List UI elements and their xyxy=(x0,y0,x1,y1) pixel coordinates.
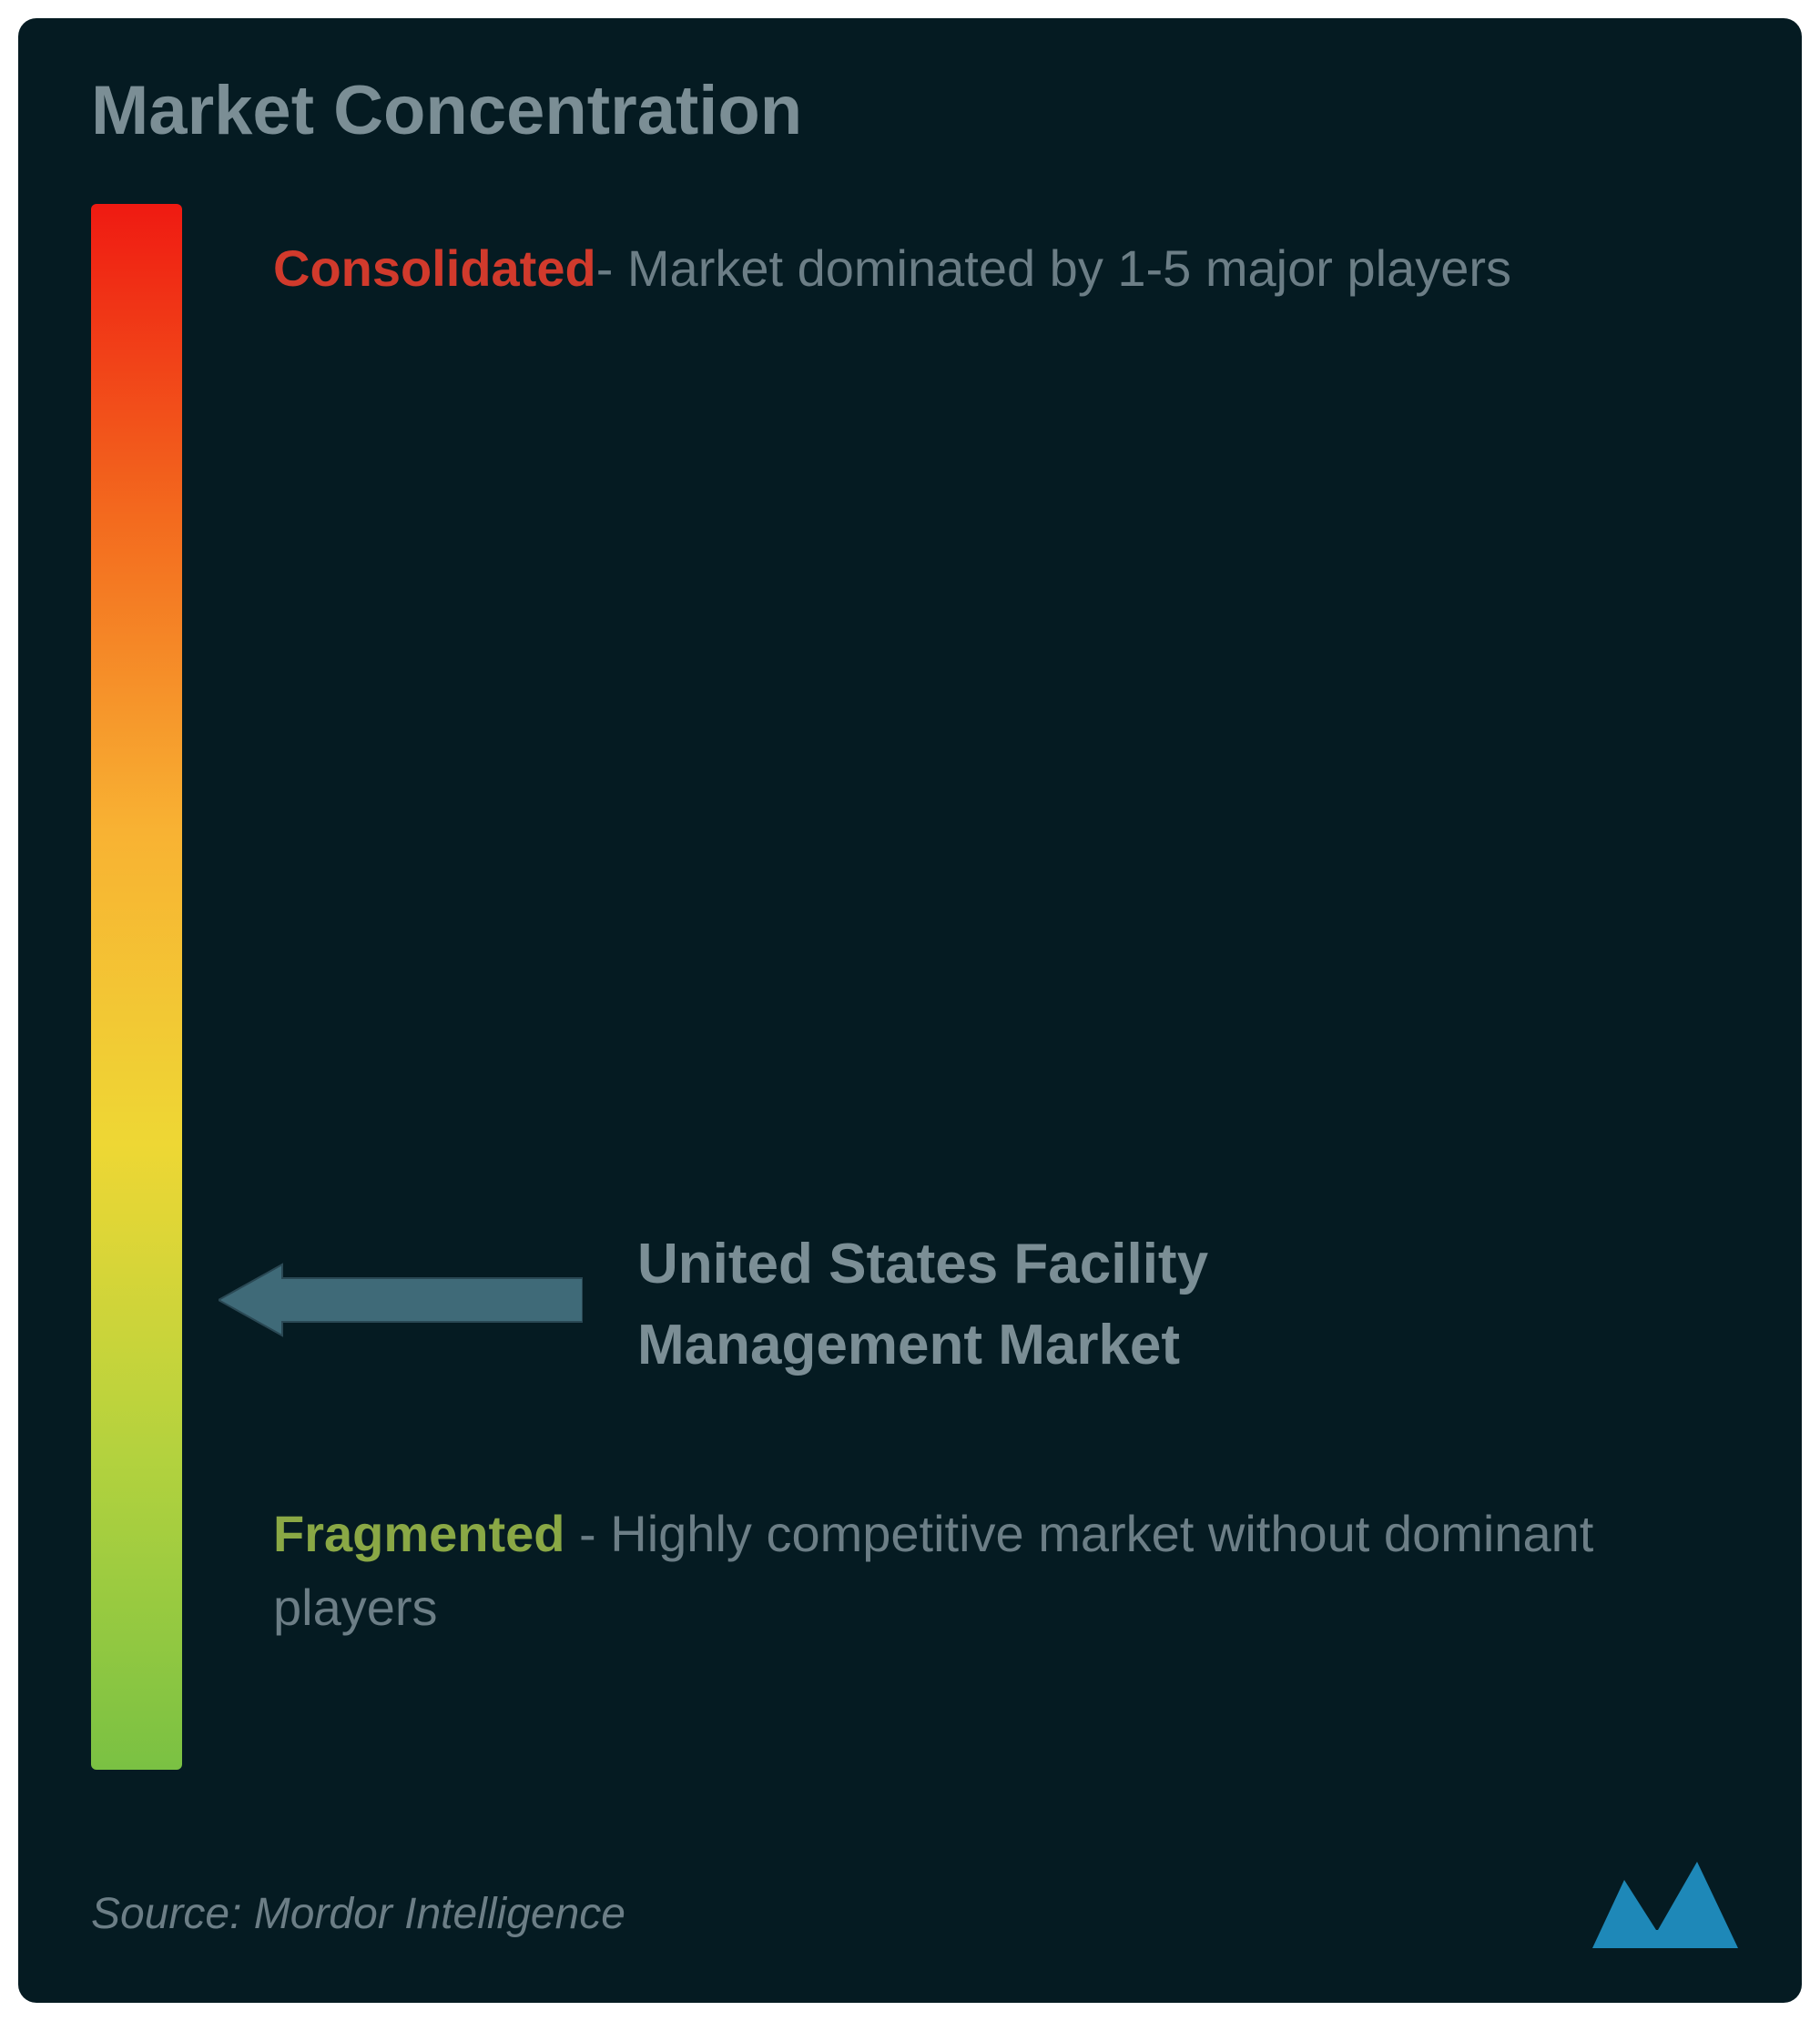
page-title: Market Concentration xyxy=(91,73,1729,149)
fragmented-label: Fragmented xyxy=(273,1505,565,1562)
brand-logo-icon xyxy=(1583,1857,1747,1957)
fragmented-text: Fragmented - Highly competitive market w… xyxy=(273,1497,1684,1644)
infographic-frame: Market Concentration Consolidated- Marke… xyxy=(18,18,1802,2003)
consolidated-text: Consolidated- Market dominated by 1-5 ma… xyxy=(273,231,1684,305)
marker-label: United States Facility Management Market xyxy=(637,1224,1457,1387)
concentration-gradient-bar xyxy=(91,204,182,1770)
marker-arrow-icon xyxy=(219,1251,583,1349)
content-area: Consolidated- Market dominated by 1-5 ma… xyxy=(91,204,1729,1806)
consolidated-desc: - Market dominated by 1-5 major players xyxy=(596,239,1511,297)
source-attribution: Source: Mordor Intelligence xyxy=(91,1889,625,1939)
consolidated-label: Consolidated xyxy=(273,239,596,297)
